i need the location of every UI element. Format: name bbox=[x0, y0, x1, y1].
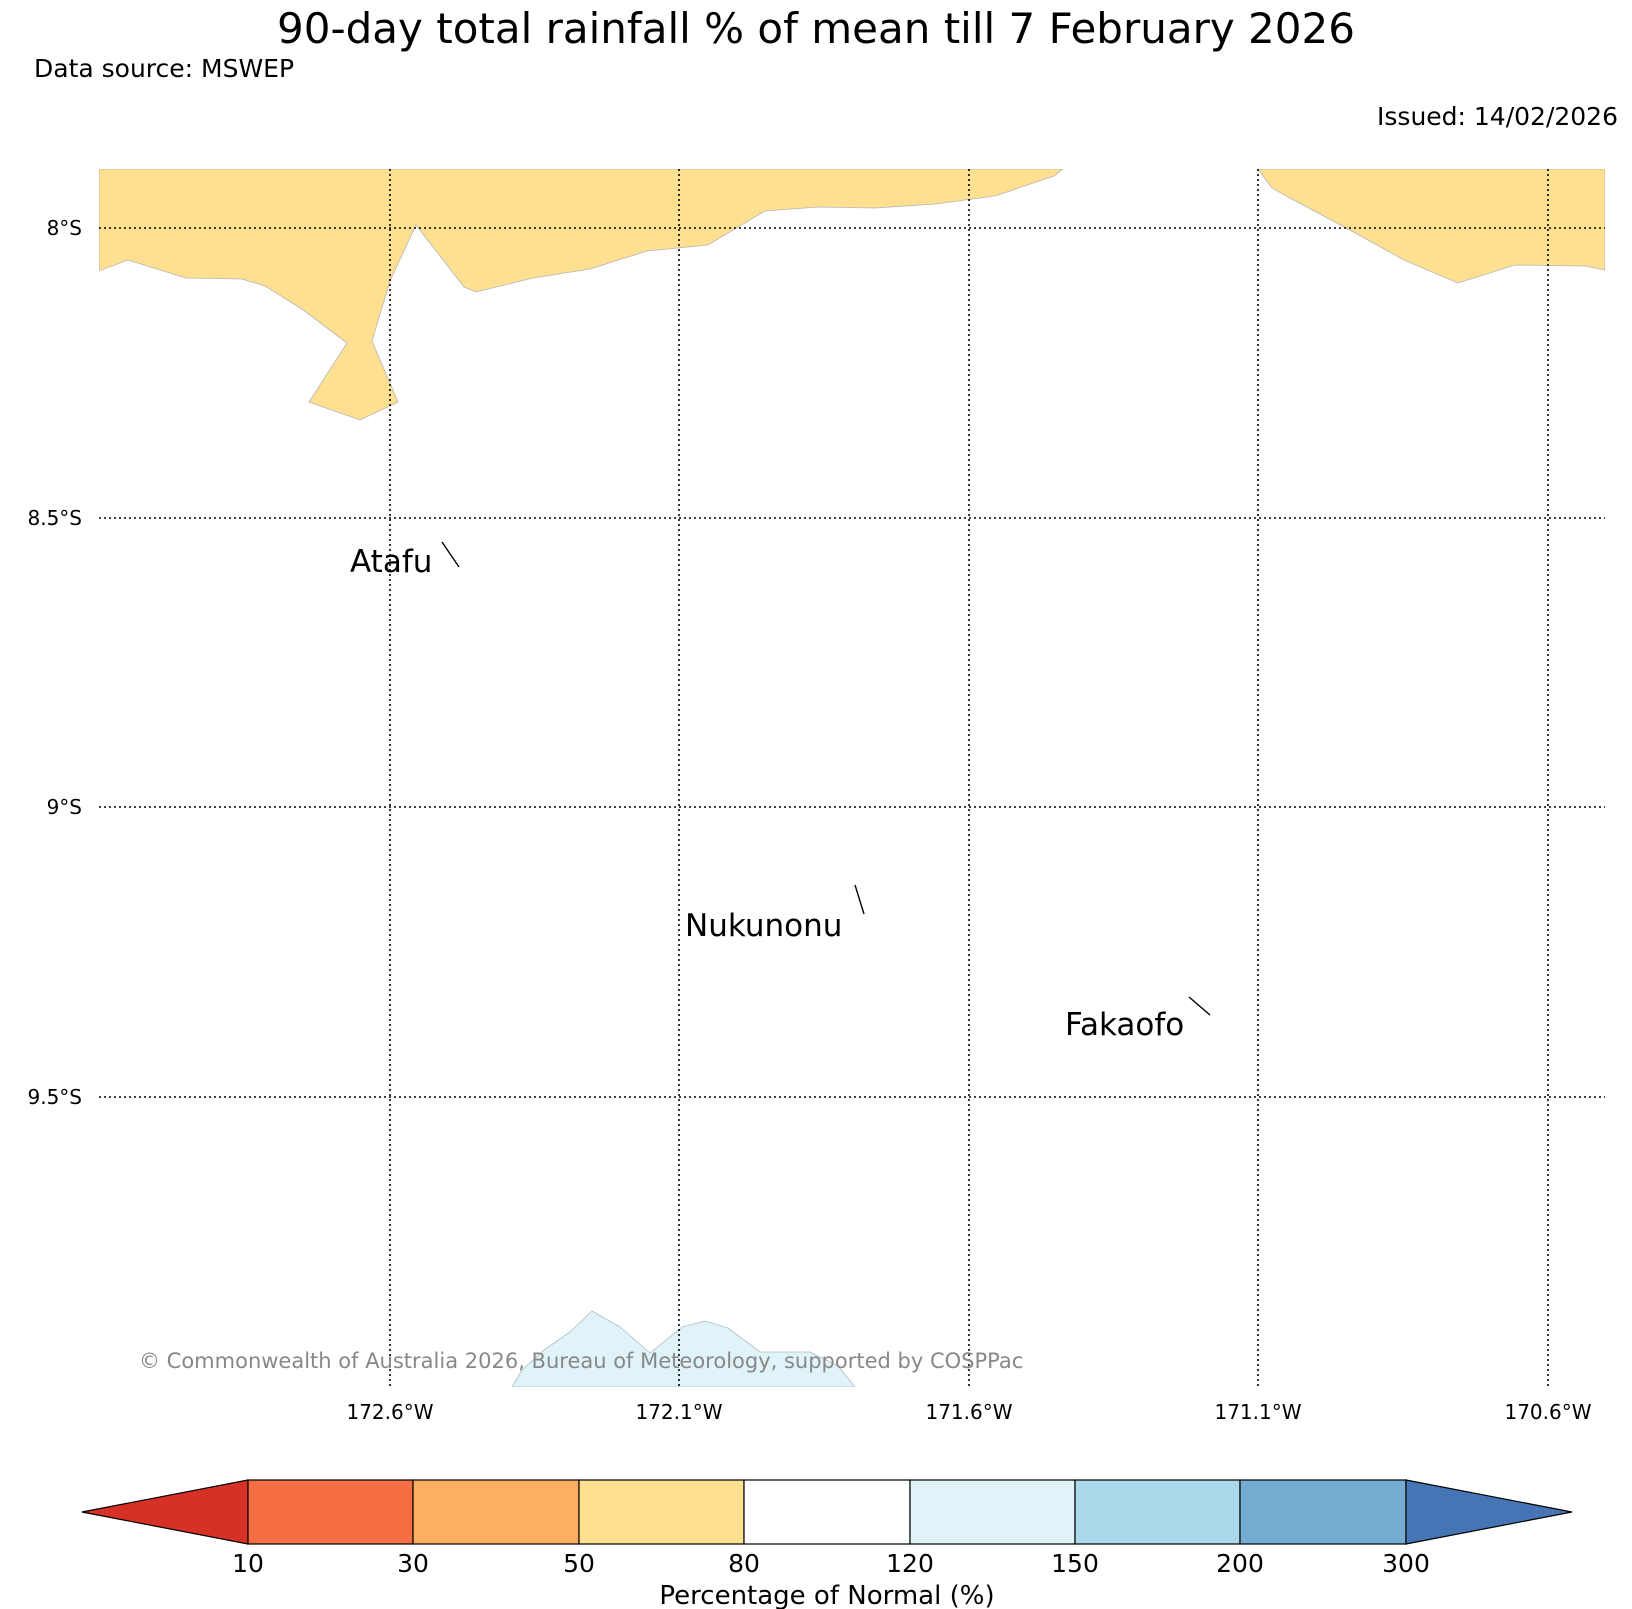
lon-label: 172.1°W bbox=[635, 1400, 722, 1424]
map-title: 90-day total rainfall % of mean till 7 F… bbox=[277, 4, 1355, 53]
fakaofo-atoll-outline bbox=[1188, 996, 1211, 1016]
colorbar-bin-120-150 bbox=[909, 1479, 1076, 1545]
region-50-80-north bbox=[99, 169, 1064, 421]
lat-label: 9°S bbox=[47, 795, 82, 819]
colorbar-tick: 300 bbox=[1382, 1549, 1430, 1578]
region-50-80-northeast bbox=[1257, 169, 1605, 284]
lat-label: 8°S bbox=[47, 216, 82, 240]
lon-label: 171.1°W bbox=[1214, 1400, 1301, 1424]
colorbar-tick: 150 bbox=[1051, 1549, 1099, 1578]
colorbar-tick: 50 bbox=[563, 1549, 595, 1578]
colorbar-bin-150-200 bbox=[1074, 1479, 1241, 1545]
lon-label: 172.6°W bbox=[346, 1400, 433, 1424]
colorbar: 10 30 50 80 120 150 200 300 Percentage o… bbox=[81, 1479, 1573, 1609]
colorbar-title: Percentage of Normal (%) bbox=[659, 1581, 994, 1609]
colorbar-bin-10-30 bbox=[247, 1479, 414, 1545]
data-source: Data source: MSWEP bbox=[34, 54, 295, 83]
place-label-fakaofo: Fakaofo bbox=[1065, 1007, 1184, 1043]
colorbar-tick: 200 bbox=[1216, 1549, 1264, 1578]
colorbar-bin-200-300 bbox=[1239, 1479, 1407, 1545]
copyright-notice: © Commonwealth of Australia 2026, Bureau… bbox=[139, 1349, 1023, 1373]
colorbar-tick: 30 bbox=[397, 1549, 429, 1578]
lon-label: 170.6°W bbox=[1504, 1400, 1591, 1424]
lon-label: 171.6°W bbox=[925, 1400, 1012, 1424]
colorbar-tick: 10 bbox=[232, 1549, 264, 1578]
colorbar-bin-80-120 bbox=[743, 1479, 911, 1545]
colorbar-tick: 80 bbox=[728, 1549, 760, 1578]
colorbar-extend-low bbox=[81, 1479, 249, 1545]
place-label-atafu: Atafu bbox=[350, 544, 432, 580]
colorbar-extend-high bbox=[1405, 1479, 1573, 1545]
nukunonu-atoll-outline bbox=[854, 884, 865, 915]
graticule bbox=[99, 169, 1605, 1387]
region-120-150-south bbox=[511, 1310, 856, 1387]
place-label-nukunonu: Nukunonu bbox=[685, 908, 842, 944]
map-area bbox=[99, 169, 1605, 1387]
lat-label: 8.5°S bbox=[27, 506, 82, 530]
colorbar-bin-30-50 bbox=[412, 1479, 580, 1545]
atafu-atoll-outline bbox=[441, 541, 460, 568]
colorbar-bin-50-80 bbox=[578, 1479, 745, 1545]
colorbar-tick: 120 bbox=[886, 1549, 934, 1578]
issued-date: Issued: 14/02/2026 bbox=[1377, 102, 1618, 131]
lat-label: 9.5°S bbox=[27, 1085, 82, 1109]
